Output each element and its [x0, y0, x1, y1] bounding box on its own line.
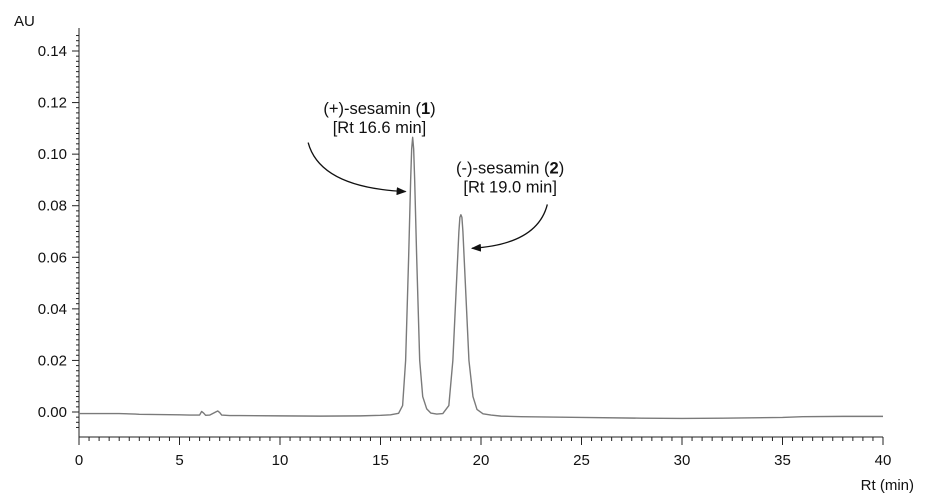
annotation-line2: [Rt 19.0 min] [463, 178, 557, 196]
y-tick-label: 0.08 [38, 198, 67, 215]
annotation-compound-number: 2 [550, 159, 559, 177]
x-tick-label: 40 [875, 452, 892, 469]
x-tick-label: 0 [75, 452, 83, 469]
annotation-arrow [307, 142, 407, 196]
annotations: (+)-sesamin (1)[Rt 16.6 min](-)-sesamin … [307, 100, 564, 252]
y-tick-label: 0.02 [38, 352, 67, 369]
annotation-line1: (+)-sesamin (1) [323, 100, 435, 118]
annotation-text-pre: (-)-sesamin ( [456, 159, 550, 177]
annotation-text-post: ) [430, 100, 436, 118]
x-tick-label: 25 [573, 452, 590, 469]
axes: 0.00 0.02 0.04 0.06 0.08 0.10 0.12 0.14 0 5 10 15 20… [38, 28, 892, 469]
annotation-line1: (-)-sesamin (2) [456, 159, 564, 177]
y-axis-label: AU [14, 13, 35, 30]
x-tick-label: 20 [473, 452, 490, 469]
y-tick-label: 0.04 [38, 301, 67, 318]
x-tick-label: 35 [774, 452, 791, 469]
annotation-line2: [Rt 16.6 min] [333, 119, 427, 137]
x-tick-label: 10 [272, 452, 289, 469]
series-line [79, 136, 883, 420]
x-axis-label: Rt (min) [861, 477, 914, 494]
y-tick-label: 0.10 [38, 146, 67, 163]
annotation-text-post: ) [559, 159, 565, 177]
x-tick-label: 30 [674, 452, 691, 469]
annotation-compound-number: 1 [421, 100, 430, 118]
x-tick-label: 5 [175, 452, 183, 469]
y-tick-label: 0.12 [38, 95, 67, 112]
annotation-text-pre: (+)-sesamin ( [323, 100, 421, 118]
y-tick-label: 0.14 [38, 43, 67, 60]
y-tick-label: 0.00 [38, 404, 67, 421]
series-layer [79, 136, 883, 420]
y-tick-label: 0.06 [38, 249, 67, 266]
x-tick-label: 15 [372, 452, 389, 469]
annotation-arrow [470, 204, 548, 252]
